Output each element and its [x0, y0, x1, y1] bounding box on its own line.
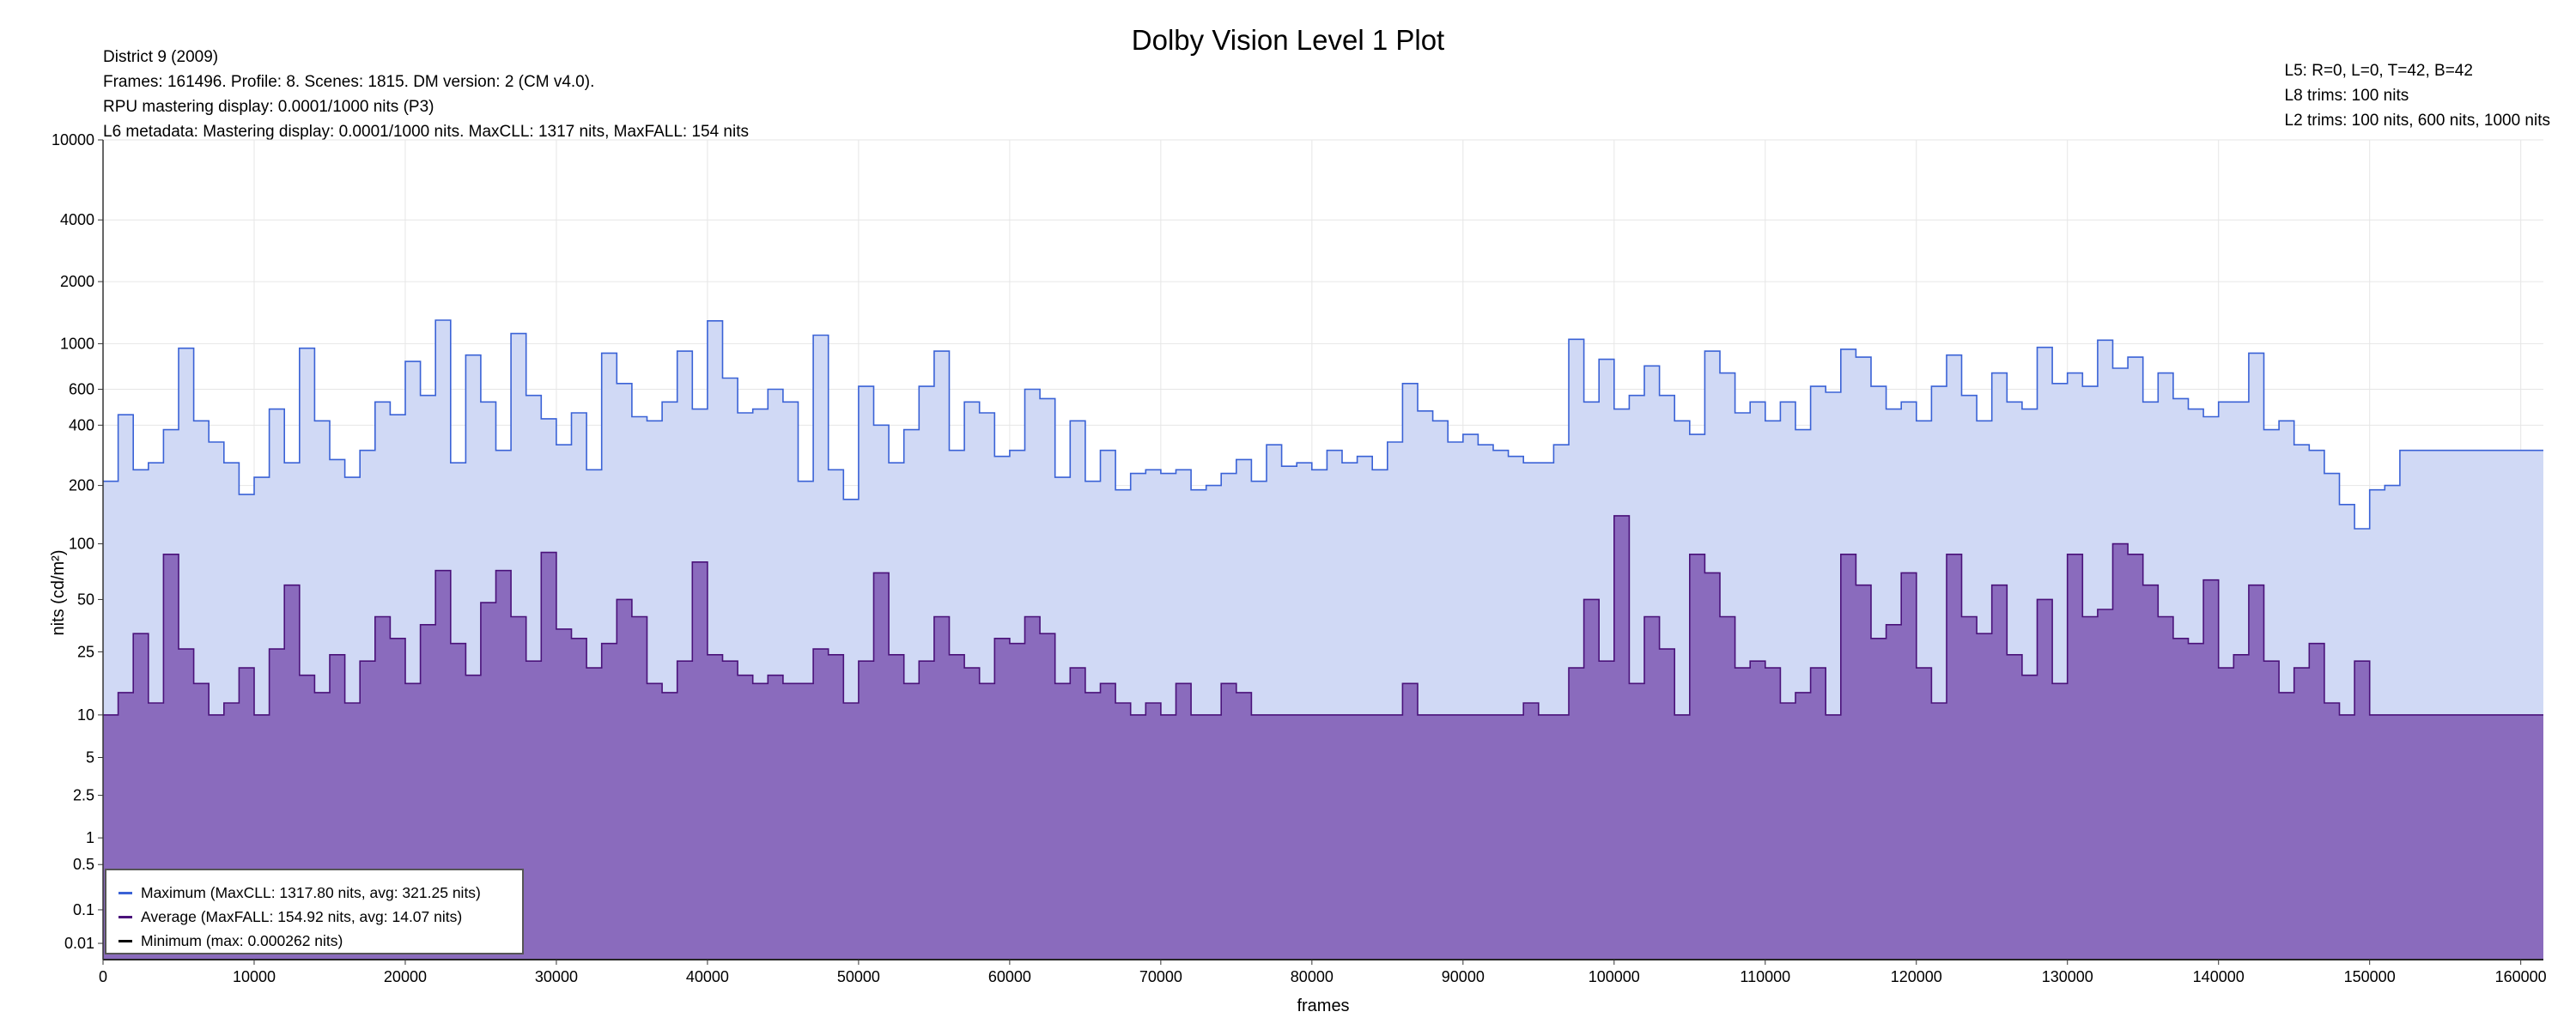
y-tick-label: 0.1: [73, 901, 94, 918]
y-tick-label: 0.5: [73, 856, 94, 873]
x-tick-label: 70000: [1139, 968, 1182, 985]
y-tick-label: 5: [86, 749, 94, 766]
y-tick-label: 400: [69, 416, 94, 433]
legend-label-average: Average (MaxFALL: 154.92 nits, avg: 14.0…: [141, 907, 463, 925]
average-series-line: [103, 515, 2543, 716]
legend-item-average: Average (MaxFALL: 154.92 nits, avg: 14.0…: [118, 906, 462, 927]
y-tick-label: 200: [69, 477, 94, 494]
x-tick-label: 130000: [2042, 968, 2093, 985]
x-tick-label: 0: [99, 968, 107, 985]
legend-swatch-average: [118, 915, 132, 918]
x-tick-label: 120000: [1891, 968, 1942, 985]
x-tick-label: 110000: [1740, 968, 1790, 985]
legend-label-minimum: Minimum (max: 0.000262 nits): [141, 931, 343, 949]
y-tick-label: 4000: [60, 211, 94, 228]
y-tick-label: 50: [77, 591, 94, 608]
info-l8-trims: L8 trims: 100 nits: [2284, 87, 2409, 105]
info-movie-title: District 9 (2009): [103, 48, 219, 66]
x-axis-label: frames: [1297, 997, 1349, 1015]
x-tick-label: 90000: [1442, 968, 1485, 985]
x-tick-label: 30000: [535, 968, 578, 985]
y-tick-label: 600: [69, 381, 94, 398]
info-panel-left: District 9 (2009) Frames: 161496. Profil…: [103, 45, 749, 144]
y-tick-label: 2.5: [73, 787, 94, 804]
info-l5: L5: R=0, L=0, T=42, B=42: [2284, 62, 2473, 80]
x-tick-label: 140000: [2193, 968, 2245, 985]
y-tick-label: 100: [69, 536, 94, 553]
x-tick-label: 80000: [1291, 968, 1334, 985]
y-tick-label: 2000: [60, 273, 94, 290]
chart-title: Dolby Vision Level 1 Plot: [1131, 24, 1445, 56]
legend-item-maximum: Maximum (MaxCLL: 1317.80 nits, avg: 321.…: [118, 882, 481, 903]
legend-item-minimum: Minimum (max: 0.000262 nits): [118, 930, 343, 951]
y-tick-label: 1: [86, 829, 94, 846]
legend-label-maximum: Maximum (MaxCLL: 1317.80 nits, avg: 321.…: [141, 883, 481, 901]
legend: Maximum (MaxCLL: 1317.80 nits, avg: 321.…: [105, 869, 524, 954]
x-tick-label: 10000: [233, 968, 276, 985]
legend-swatch-minimum: [118, 939, 132, 942]
x-tick-label: 100000: [1589, 968, 1640, 985]
y-tick-label: 1000: [60, 335, 94, 352]
x-tick-label: 20000: [384, 968, 427, 985]
x-tick-label: 60000: [988, 968, 1031, 985]
maximum-series-line: [103, 319, 2543, 530]
x-tick-label: 40000: [686, 968, 729, 985]
y-axis-label: nits (cd/m²): [49, 550, 68, 636]
info-panel-right: L5: R=0, L=0, T=42, B=42 L8 trims: 100 n…: [2285, 58, 2550, 133]
info-rpu-mastering: RPU mastering display: 0.0001/1000 nits …: [103, 98, 434, 116]
y-tick-label: 10000: [52, 131, 94, 148]
info-l2-trims: L2 trims: 100 nits, 600 nits, 1000 nits: [2284, 112, 2550, 130]
info-frames-profile: Frames: 161496. Profile: 8. Scenes: 1815…: [103, 73, 595, 91]
y-tick-label: 10: [77, 706, 94, 724]
x-tick-label: 150000: [2344, 968, 2396, 985]
y-tick-label: 0.01: [64, 935, 94, 952]
info-l6-metadata: L6 metadata: Mastering display: 0.0001/1…: [103, 123, 749, 141]
x-tick-label: 50000: [837, 968, 880, 985]
x-tick-label: 160000: [2495, 968, 2547, 985]
y-tick-label: 25: [77, 643, 94, 660]
legend-swatch-maximum: [118, 891, 132, 894]
average-area: [103, 515, 2543, 960]
